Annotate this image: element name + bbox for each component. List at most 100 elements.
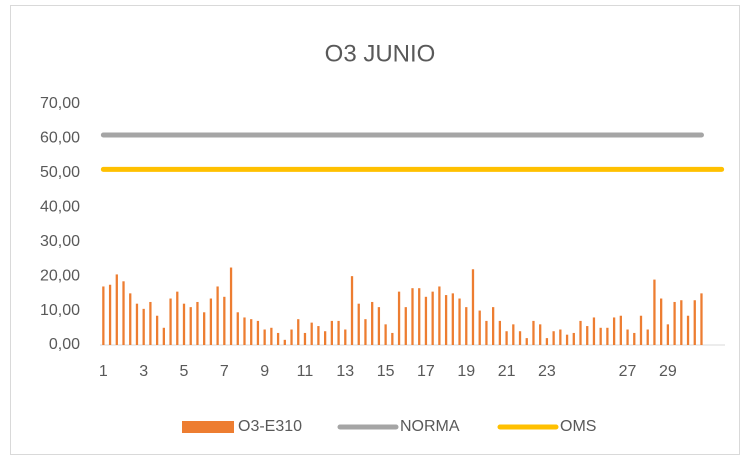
x-tick-label: 9 (260, 363, 269, 380)
bar (660, 298, 663, 345)
bar (592, 317, 596, 345)
bar (263, 329, 266, 345)
bar (505, 331, 508, 345)
bar (465, 307, 468, 345)
bar (586, 326, 589, 345)
legend-label: O3-E310 (238, 418, 302, 435)
bar (492, 307, 495, 345)
bar (411, 288, 414, 345)
x-tick-label: 5 (180, 363, 189, 380)
bar (545, 338, 549, 345)
bar (444, 295, 448, 345)
y-tick-label: 30,00 (40, 233, 80, 250)
bar (525, 338, 528, 345)
bar (633, 332, 636, 345)
x-tick-label: 29 (659, 363, 677, 380)
bar (297, 319, 300, 345)
bar (364, 319, 367, 345)
bar (243, 317, 246, 345)
bar (619, 315, 622, 345)
bar (229, 267, 233, 345)
bar (196, 301, 199, 345)
bar (639, 315, 643, 345)
bar (142, 308, 145, 345)
y-tick-label: 70,00 (40, 95, 80, 112)
bar (646, 329, 649, 345)
bar (290, 329, 293, 345)
bar (330, 320, 333, 345)
bar (404, 307, 407, 345)
bar (371, 301, 374, 345)
bar (384, 324, 387, 345)
bar (357, 303, 360, 345)
bar (129, 293, 132, 345)
bar (223, 296, 226, 345)
x-tick-label: 7 (220, 363, 229, 380)
y-tick-label: 10,00 (40, 302, 80, 319)
bar (485, 320, 488, 345)
bar (162, 327, 165, 345)
legend-label: NORMA (400, 418, 460, 435)
bar (236, 312, 239, 345)
bar (431, 291, 434, 345)
x-tick-label: 17 (417, 363, 435, 380)
bar (189, 307, 192, 345)
bar (693, 300, 696, 345)
bar (471, 269, 475, 345)
bar (612, 317, 616, 345)
bar (626, 329, 629, 345)
bar (606, 327, 609, 345)
y-tick-label: 50,00 (40, 164, 80, 181)
bar (424, 296, 428, 345)
bar (102, 286, 105, 345)
bar (478, 310, 481, 345)
bar (559, 329, 562, 345)
bar (317, 326, 320, 345)
bar (438, 286, 441, 345)
bar (176, 291, 179, 345)
x-tick-label: 23 (538, 363, 556, 380)
y-tick-label: 60,00 (40, 130, 80, 147)
x-tick-label: 3 (139, 363, 148, 380)
x-tick-label: 15 (377, 363, 395, 380)
bar (209, 298, 213, 345)
bar (680, 300, 683, 345)
x-tick-label: 11 (297, 363, 314, 380)
legend-label: OMS (560, 418, 596, 435)
bar (377, 307, 381, 345)
bar (498, 320, 502, 345)
bar (512, 324, 515, 345)
bar (599, 327, 602, 345)
bar (276, 332, 280, 345)
bar (256, 320, 260, 345)
y-tick-label: 0,00 (49, 336, 80, 353)
bar (552, 331, 555, 345)
y-tick-label: 20,00 (40, 267, 80, 284)
bar (451, 293, 454, 345)
bar (532, 320, 535, 345)
bar (653, 279, 656, 345)
bar (666, 324, 670, 345)
legend-swatch (182, 421, 234, 433)
bar (572, 332, 575, 345)
bar (337, 320, 340, 345)
bar (115, 274, 118, 345)
x-tick-label: 21 (498, 363, 516, 380)
bar (418, 288, 421, 345)
bar (565, 334, 569, 345)
x-tick-label: 19 (457, 363, 475, 380)
bar (397, 291, 401, 345)
y-tick-label: 40,00 (40, 199, 80, 216)
bar (216, 286, 219, 345)
bar (391, 332, 394, 345)
bar (458, 298, 461, 345)
bar (344, 329, 347, 345)
x-tick-label: 27 (619, 363, 637, 380)
bar (169, 298, 172, 345)
bar (135, 303, 139, 345)
bar (203, 312, 206, 345)
bar (122, 281, 125, 345)
bar (686, 315, 690, 345)
